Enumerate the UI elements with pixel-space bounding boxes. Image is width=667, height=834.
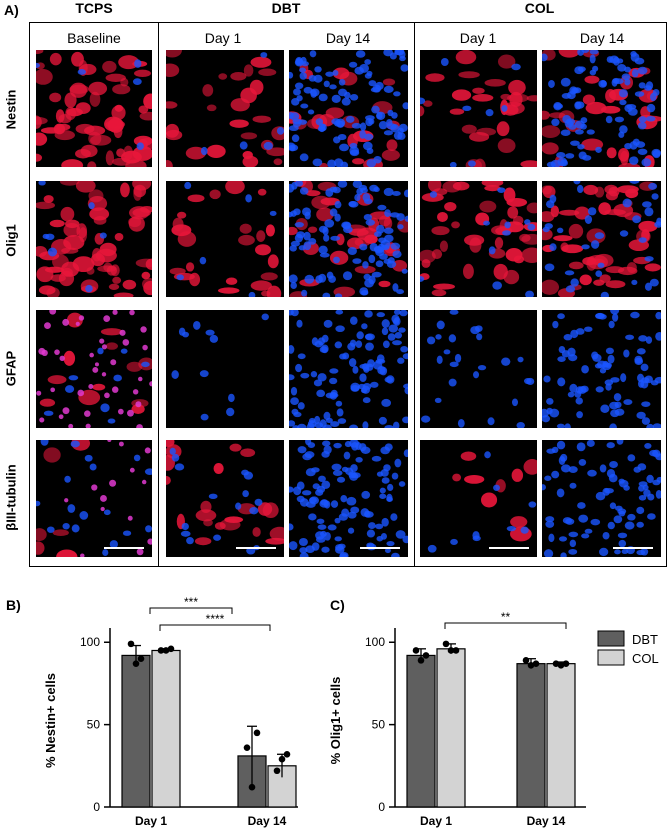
micrograph-tile — [166, 310, 284, 428]
y-axis-label: % Olig1+ cells — [328, 677, 343, 765]
micrograph-tile — [420, 181, 537, 297]
data-point — [283, 750, 291, 758]
data-point — [248, 783, 256, 791]
micrograph-tile — [36, 310, 152, 428]
x-tick-label: Day 1 — [420, 814, 452, 828]
x-tick-label: Day 14 — [527, 814, 566, 828]
micrograph-tile — [542, 440, 661, 557]
micrograph-tile — [289, 440, 408, 557]
micrograph-tile — [289, 310, 408, 428]
scale-bar — [360, 547, 400, 549]
data-point — [527, 662, 535, 669]
data-point — [452, 647, 460, 654]
bar-dbt — [121, 654, 151, 808]
significance-label: ** — [501, 610, 511, 624]
significance-bracket — [149, 607, 233, 614]
condition-label-col-day1: Day 1 — [459, 30, 497, 46]
row-label-gfap: GFAP — [3, 350, 19, 387]
micrograph-tile — [289, 181, 408, 297]
y-tick-label: 100 — [365, 635, 385, 649]
data-point — [532, 660, 540, 667]
data-point — [552, 660, 560, 667]
panel-a-letter: A) — [4, 2, 19, 18]
x-tick-label: Day 1 — [135, 814, 167, 828]
condition-label-dbt-day1: Day 1 — [204, 30, 242, 46]
significance-bracket — [159, 624, 271, 631]
y-tick-label: 100 — [80, 635, 100, 649]
group-label-col: COL — [524, 0, 555, 16]
data-point — [162, 647, 170, 654]
legend-swatch-dbt — [597, 630, 625, 647]
micrograph-tile — [36, 181, 152, 297]
legend-swatch-col — [597, 649, 625, 666]
panel-c-letter: C) — [330, 597, 345, 613]
data-point — [132, 660, 140, 667]
x-tick-label: Day 14 — [248, 814, 287, 828]
condition-label-col-day14: Day 14 — [579, 30, 625, 46]
group-divider — [414, 22, 415, 566]
group-label-dbt: DBT — [271, 0, 301, 16]
group-divider — [158, 22, 159, 566]
scale-bar — [489, 547, 529, 549]
y-tick-label: 0 — [93, 800, 100, 814]
row-label-tubulin: βIII-tubulin — [3, 464, 19, 531]
legend-label-dbt: DBT — [632, 632, 658, 647]
data-point — [157, 647, 165, 654]
micrograph-tile — [289, 50, 408, 167]
y-tick-label: 0 — [378, 800, 385, 814]
y-tick-label: 50 — [372, 718, 386, 732]
micrograph-tile — [420, 310, 537, 428]
data-point — [253, 729, 261, 737]
bar-col — [546, 663, 576, 808]
data-point — [422, 652, 430, 659]
legend-label-col: COL — [632, 651, 659, 666]
data-point — [167, 645, 175, 653]
micrograph-tile — [542, 181, 661, 297]
row-label-olig1: Olig1 — [3, 224, 19, 257]
data-point — [273, 767, 281, 775]
bar-col — [151, 649, 181, 808]
data-point — [127, 640, 135, 648]
significance-bracket — [444, 622, 567, 629]
condition-label-baseline: Baseline — [67, 30, 121, 46]
micrograph-tile — [36, 50, 152, 167]
scale-bar — [104, 547, 144, 549]
y-axis-label: % Nestin+ cells — [43, 673, 58, 768]
data-point — [447, 647, 455, 654]
micrograph-tile — [166, 440, 284, 557]
micrograph-tile — [542, 50, 661, 167]
data-point — [417, 657, 425, 664]
data-point — [562, 660, 570, 667]
data-point — [278, 755, 286, 763]
data-point — [522, 657, 530, 664]
scale-bar — [613, 547, 653, 549]
bar-dbt — [406, 654, 436, 808]
significance-label: *** — [184, 595, 198, 609]
micrograph-tile — [542, 310, 661, 428]
condition-label-dbt-day14: Day 14 — [325, 30, 371, 46]
scale-bar — [236, 547, 276, 549]
bar-col — [436, 648, 466, 808]
data-point — [442, 640, 450, 648]
row-label-nestin: Nestin — [3, 89, 19, 130]
micrograph-tile — [166, 181, 284, 297]
significance-label: **** — [206, 612, 225, 626]
data-point — [243, 744, 251, 751]
micrograph-tile — [420, 50, 537, 167]
micrograph-tile — [166, 50, 284, 167]
data-point — [137, 655, 145, 663]
data-point — [557, 662, 565, 669]
bar-dbt — [516, 663, 546, 808]
data-point — [412, 647, 420, 654]
micrograph-tile — [36, 440, 152, 557]
group-label-tcps: TCPS — [75, 0, 113, 16]
micrograph-tile — [420, 440, 537, 557]
panel-b-letter: B) — [6, 597, 21, 613]
y-tick-label: 50 — [87, 718, 101, 732]
